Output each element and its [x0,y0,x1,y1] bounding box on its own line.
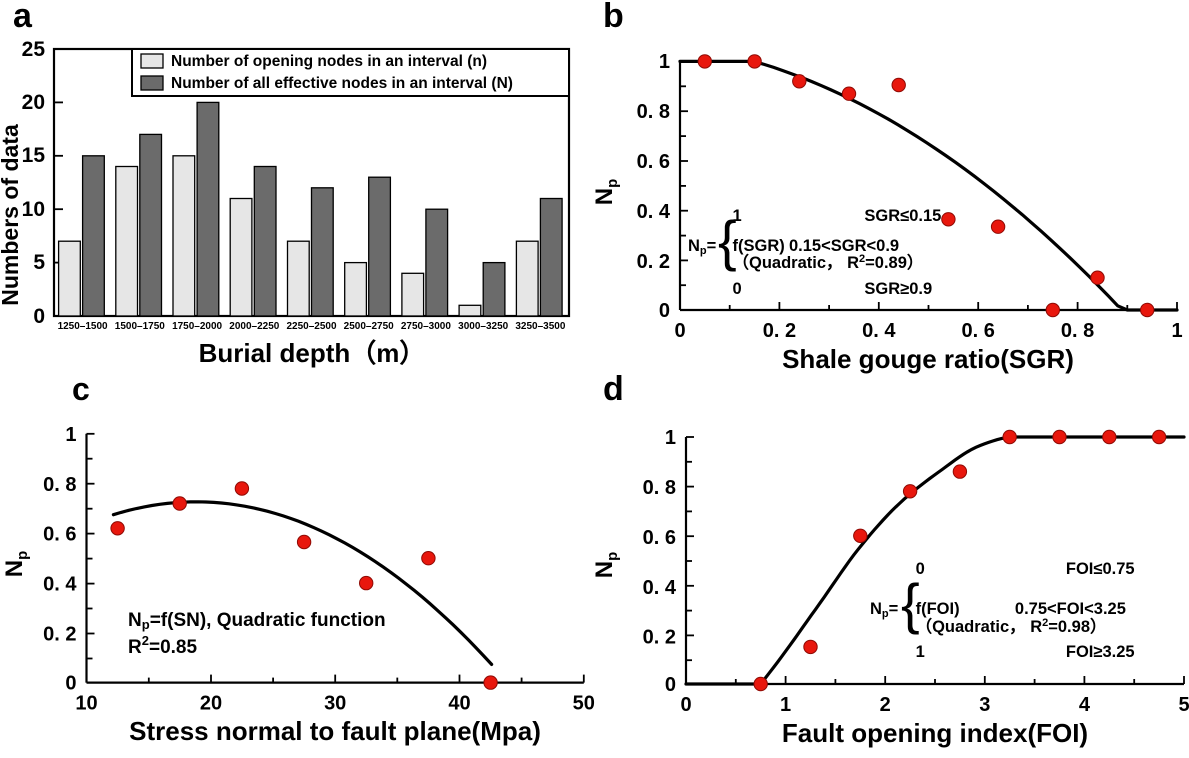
svg-text:c: c [72,373,90,407]
svg-text:40: 40 [448,693,470,715]
svg-text:0. 2: 0. 2 [43,624,76,646]
svg-text:0. 8: 0. 8 [643,477,676,499]
svg-text:10: 10 [75,693,97,715]
svg-text:0. 6: 0. 6 [962,320,995,342]
svg-text:25: 25 [22,38,46,61]
svg-text:Fault opening index(FOI): Fault opening index(FOI) [782,718,1088,748]
svg-text:1: 1 [780,694,791,716]
svg-text:1500–1750: 1500–1750 [115,321,165,332]
svg-text:SGR≤0.15: SGR≤0.15 [864,207,941,225]
svg-text:Stress normal to fault plane(M: Stress normal to fault plane(Mpa) [129,716,541,746]
svg-text:1750–2000: 1750–2000 [172,321,222,332]
svg-text:R2=0.85: R2=0.85 [128,633,197,658]
svg-text:（Quadratic， R2=0.98）: （Quadratic， R2=0.98） [916,616,1107,636]
svg-text:0. 6: 0. 6 [643,527,676,549]
svg-text:1250–1500: 1250–1500 [58,321,108,332]
svg-text:0: 0 [680,694,691,716]
svg-text:{: { [718,209,737,272]
svg-text:0. 2: 0. 2 [763,320,796,342]
svg-text:f(SGR): f(SGR) [733,237,785,255]
svg-text:Np=: Np= [688,237,716,257]
svg-text:FOI≥3.25: FOI≥3.25 [1066,643,1135,661]
svg-text:0.15<SGR<0.9: 0.15<SGR<0.9 [789,237,899,255]
svg-text:Number of all effective nodes: Number of all effective nodes in an inte… [171,75,513,92]
svg-text:0. 4: 0. 4 [43,574,77,596]
svg-text:1: 1 [1171,320,1182,342]
svg-text:0: 0 [33,305,45,328]
svg-text:0. 4: 0. 4 [862,320,896,342]
svg-text:1: 1 [659,51,670,73]
svg-text:0: 0 [674,320,685,342]
svg-text:3250–3500: 3250–3500 [515,321,565,332]
svg-text:0. 4: 0. 4 [637,201,671,223]
svg-text:4: 4 [1079,694,1091,716]
svg-text:15: 15 [22,144,46,167]
svg-text:2750–3000: 2750–3000 [401,321,451,332]
svg-text:0: 0 [733,280,742,298]
svg-text:Np: Np [591,179,621,206]
svg-text:FOI≤0.75: FOI≤0.75 [1066,560,1135,578]
svg-text:5: 5 [33,251,45,274]
svg-text:Burial depth（m）: Burial depth（m） [199,338,426,368]
svg-text:0: 0 [65,673,76,695]
svg-text:Np=: Np= [870,600,898,620]
svg-text:Np: Np [1,551,31,578]
svg-text:0. 6: 0. 6 [637,151,670,173]
svg-text:2500–2750: 2500–2750 [344,321,394,332]
svg-text:0.75<FOI<3.25: 0.75<FOI<3.25 [1015,600,1126,618]
svg-text:Numbers of data: Numbers of data [0,124,23,306]
svg-text:5: 5 [1178,694,1189,716]
svg-text:0. 4: 0. 4 [643,577,677,599]
svg-text:20: 20 [200,693,222,715]
svg-text:0: 0 [659,300,670,322]
svg-text:0. 8: 0. 8 [1061,320,1094,342]
svg-text:f(FOI): f(FOI) [916,600,960,618]
svg-text:Np=f(SN), Quadratic function: Np=f(SN), Quadratic function [128,610,386,632]
svg-text:30: 30 [324,693,346,715]
svg-text:1: 1 [665,427,676,449]
svg-text:Shale gouge ratio(SGR): Shale gouge ratio(SGR) [782,344,1074,374]
svg-text:Np: Np [591,552,621,579]
svg-text:3000–3250: 3000–3250 [458,321,508,332]
svg-text:0. 6: 0. 6 [43,524,76,546]
svg-text:b: b [603,0,624,35]
svg-text:（Quadratic， R2=0.89）: （Quadratic， R2=0.89） [733,252,924,272]
svg-text:0. 2: 0. 2 [637,251,670,273]
svg-text:2: 2 [880,694,891,716]
svg-text:0. 2: 0. 2 [643,626,676,648]
svg-text:3: 3 [979,694,990,716]
svg-text:0. 8: 0. 8 [43,474,76,496]
svg-text:20: 20 [22,91,45,114]
svg-text:0. 8: 0. 8 [637,101,670,123]
svg-text:10: 10 [22,198,45,221]
svg-text:2000–2250: 2000–2250 [229,321,279,332]
svg-text:a: a [13,0,33,35]
svg-text:{: { [901,572,920,635]
svg-text:0: 0 [665,674,676,696]
svg-text:Number of opening nodes in an: Number of opening nodes in an interval (… [171,53,487,70]
svg-text:1: 1 [916,643,925,661]
svg-text:SGR≥0.9: SGR≥0.9 [864,280,932,298]
svg-text:1: 1 [65,424,76,446]
svg-text:2250–2500: 2250–2500 [286,321,336,332]
svg-text:d: d [603,373,624,408]
